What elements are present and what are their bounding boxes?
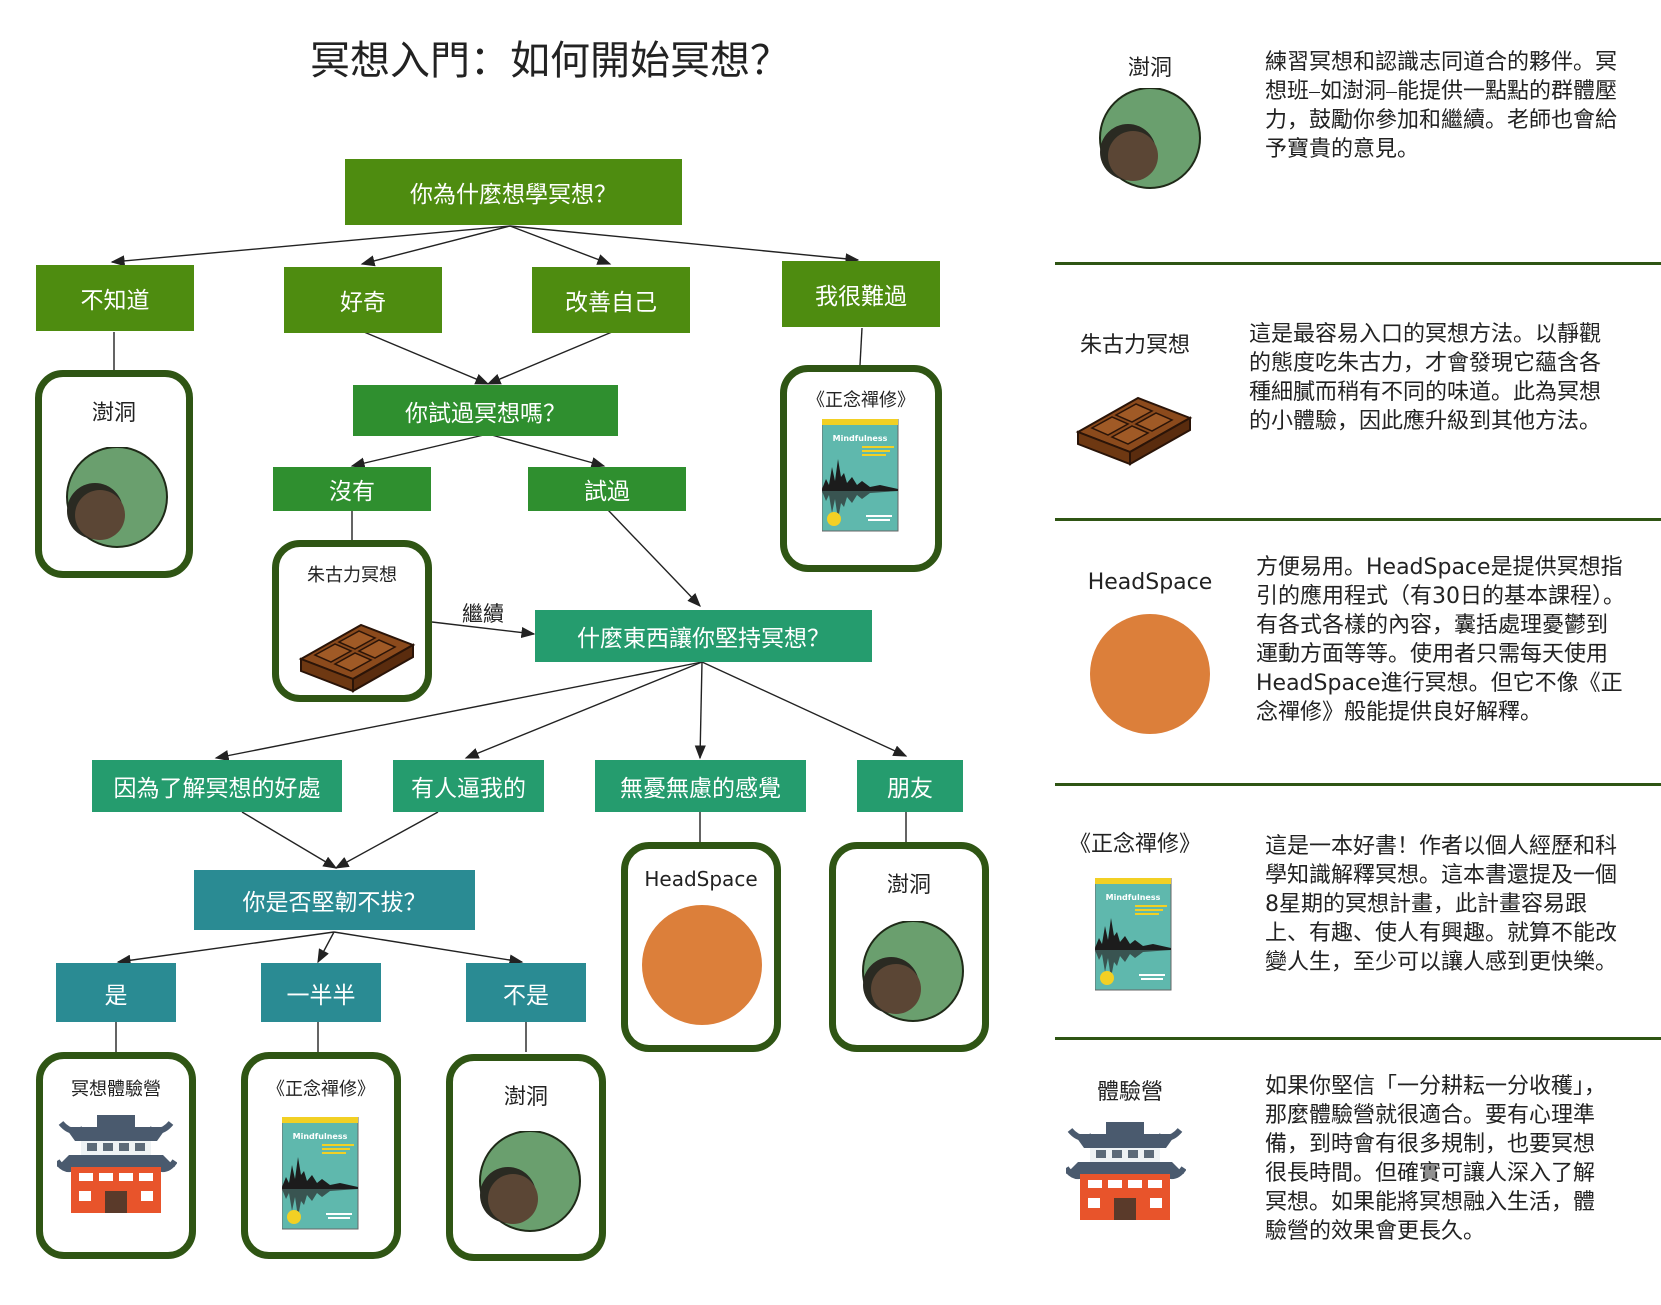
edge-why-curious [360,225,511,267]
edge-why-improve [509,225,612,265]
edge-why-dontknow [110,225,511,267]
edge-why-sad [509,225,860,265]
edge-forced-persist [334,811,439,869]
divider [1055,1037,1661,1040]
card-cave-1-label: 澍洞 [91,401,136,426]
headspace-icon [642,905,762,1025]
legend-desc-book: 這是一本好書！作者以個人經歷和科學知識解釋冥想。這本書還提及一個8星期的冥想計畫… [1265,834,1618,975]
divider [1055,783,1661,786]
node-carefree: 無憂無慮的感覺 [595,760,806,812]
chocolate-icon [300,624,414,692]
node-why: 你為什麼想學冥想？ [345,159,682,225]
book-icon [822,419,899,532]
legend-desc-chocolate: 這是最容易入口的冥想方法。以靜觀的態度吃朱古力，才會發現它蘊含各種細膩而稍有不同… [1249,322,1602,434]
edge-keep-carefree [694,661,706,760]
node-tried: 試過 [528,467,686,511]
edge-tried-yes [487,433,606,469]
node-keep-question: 什麼東西讓你堅持冥想？ [535,610,872,662]
node-forced: 有人逼我的 [393,760,544,812]
node-yes: 是 [56,963,176,1022]
temple-icon [1066,1120,1186,1224]
divider [1055,262,1661,265]
temple-icon [57,1113,177,1217]
edge-keep-forced [464,661,703,759]
edge-curious-tried [363,331,490,385]
legend-name-book: 《正念禪修》 [1068,832,1201,857]
card-cave-2-label: 澍洞 [886,873,931,898]
edge-tried-no [350,433,489,469]
card-headspace-label: HeadSpace [644,867,758,891]
card-cave-1: 澍洞 [35,370,193,578]
chocolate-icon [1077,397,1191,465]
card-book-2-label: 《正念禪修》 [267,1079,375,1100]
divider [1055,518,1661,521]
legend-name-cave: 澍洞 [1127,56,1172,81]
card-cave-3-label: 澍洞 [503,1085,548,1110]
legend-desc-cave: 練習冥想和認識志同道合的夥伴。冥想班⎯如澍洞⎯能提供一點點的群體壓力，鼓勵你參加… [1265,50,1618,162]
card-headspace: HeadSpace [621,842,781,1052]
cave-icon [862,921,964,1022]
edge-yes-keep [607,509,701,608]
legend-name-camp: 體驗營 [1096,1080,1163,1105]
edge-sad-book [859,327,863,366]
edge-persist-yes [116,931,335,966]
node-tried-question: 你試過冥想嗎？ [353,385,618,436]
legend-desc-headspace: 方便易用。HeadSpace是提供冥想指引的應用程式（有30日的基本課程）。有各… [1256,555,1625,725]
card-book-1-label: 《正念禪修》 [807,390,915,411]
card-camp-label: 冥想體驗營 [71,1079,161,1100]
card-book-2: 《正念禪修》 [241,1052,401,1259]
edge-improve-tried [486,331,613,385]
edge-keep-friends [701,661,908,757]
node-not: 不是 [466,963,586,1022]
node-curious: 好奇 [284,267,442,333]
edge-choc-keep [431,621,536,639]
legend-desc-camp: 如果你堅信「一分耕耘一分收穫」，那麼體驗營就很適合。要有心理準備，到時會有很多規… [1265,1074,1607,1244]
cave-icon [479,1131,581,1232]
card-camp: 冥想體驗營 [36,1052,196,1259]
node-persist-question: 你是否堅韌不拔？ [194,870,475,930]
node-sad: 我很難過 [782,261,940,327]
edge-persist-half [317,931,335,964]
node-benefit: 因為了解冥想的好處 [92,760,342,812]
card-cave-2: 澍洞 [829,842,989,1052]
cave-icon [1099,88,1201,189]
node-improve: 改善自己 [532,267,690,333]
edge-persist-not [333,931,524,966]
book-icon [1095,878,1172,991]
node-half: 一半半 [261,963,381,1022]
card-chocolate: 朱古力冥想 [272,540,432,702]
edge-benefit-persist [241,811,338,869]
book-icon [282,1117,359,1230]
cave-icon [66,447,168,548]
node-friends: 朋友 [857,760,963,812]
edge-label-continue: 繼續 [462,602,504,626]
page-title: 冥想入門：如何開始冥想？ [310,38,790,84]
edge-keep-benefit [214,661,703,762]
card-book-1: 《正念禪修》 [780,365,942,572]
headspace-icon [1090,614,1210,734]
node-no: 沒有 [273,467,431,511]
card-chocolate-label: 朱古力冥想 [307,565,397,586]
legend-name-headspace: HeadSpace [1087,570,1213,595]
card-cave-3: 澍洞 [446,1054,606,1261]
legend-name-chocolate: 朱古力冥想 [1079,333,1190,358]
node-dont-know: 不知道 [36,265,194,331]
